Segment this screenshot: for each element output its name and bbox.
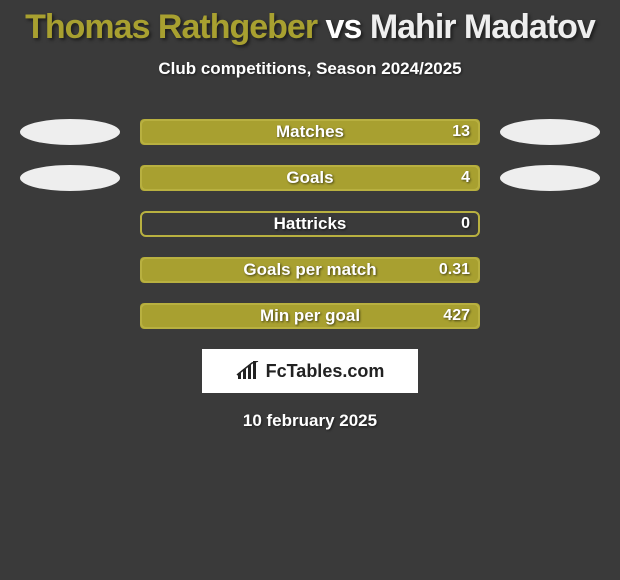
stat-value: 0.31 bbox=[439, 261, 470, 279]
date-text: 10 february 2025 bbox=[0, 411, 620, 431]
stat-value: 4 bbox=[461, 169, 470, 187]
stat-row: Goals 4 bbox=[0, 165, 620, 191]
stat-label: Goals per match bbox=[243, 260, 376, 280]
player1-name: Thomas Rathgeber bbox=[25, 8, 317, 46]
chart-icon bbox=[236, 361, 260, 381]
vs-text: vs bbox=[326, 8, 362, 46]
stats-container: Matches 13 Goals 4 Hattricks 0 Goals per match… bbox=[0, 119, 620, 329]
stat-value: 427 bbox=[443, 307, 470, 325]
brand-badge: FcTables.com bbox=[202, 349, 418, 393]
stat-label: Goals bbox=[286, 168, 333, 188]
stat-label: Hattricks bbox=[274, 214, 347, 234]
stat-label: Min per goal bbox=[260, 306, 360, 326]
stat-row: Min per goal 427 bbox=[0, 303, 620, 329]
player2-name: Mahir Madatov bbox=[370, 8, 595, 46]
stat-bar: Hattricks 0 bbox=[140, 211, 480, 237]
stat-bar: Min per goal 427 bbox=[140, 303, 480, 329]
stat-row: Matches 13 bbox=[0, 119, 620, 145]
stat-value: 0 bbox=[461, 215, 470, 233]
stat-row: Goals per match 0.31 bbox=[0, 257, 620, 283]
stat-bar: Matches 13 bbox=[140, 119, 480, 145]
subtitle: Club competitions, Season 2024/2025 bbox=[0, 59, 620, 79]
left-ellipse bbox=[20, 119, 120, 145]
stat-bar: Goals per match 0.31 bbox=[140, 257, 480, 283]
right-ellipse bbox=[500, 165, 600, 191]
left-ellipse bbox=[20, 165, 120, 191]
stat-bar: Goals 4 bbox=[140, 165, 480, 191]
comparison-title: Thomas Rathgeber vs Mahir Madatov bbox=[0, 0, 620, 47]
stat-row: Hattricks 0 bbox=[0, 211, 620, 237]
stat-value: 13 bbox=[452, 123, 470, 141]
brand-text: FcTables.com bbox=[266, 361, 385, 382]
stat-label: Matches bbox=[276, 122, 344, 142]
right-ellipse bbox=[500, 119, 600, 145]
